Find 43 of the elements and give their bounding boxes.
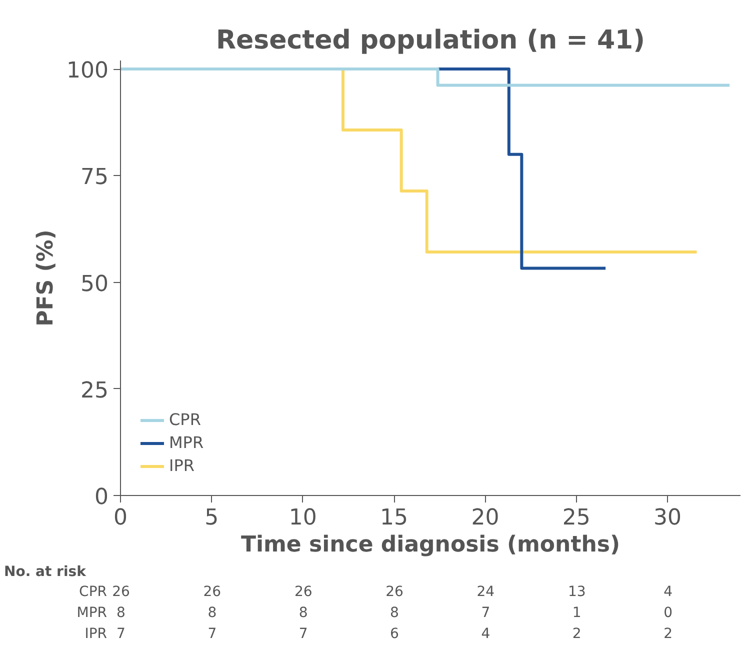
y-axis-title: PFS (%) [34,230,59,326]
text: 8 [298,605,308,621]
text: 26 [203,584,222,600]
text: 0 [664,605,673,621]
text: 4 [481,626,490,642]
x-tick-label: 30 [654,506,682,530]
text: 1 [572,605,582,621]
x-tick-label: 0 [114,506,128,530]
x-tick-label: 10 [288,506,317,530]
text: 13 [568,584,586,600]
text: 8 [116,605,126,621]
legend-label: CPR [169,410,201,429]
text: 26 [294,584,312,600]
y-tick-label: 25 [80,378,109,404]
text: 7 [481,605,490,621]
x-tick-label: 5 [204,506,219,530]
legend-label: MPR [169,433,204,452]
text: 8 [208,605,217,621]
text: 26 [386,584,404,600]
y-tick-label: 50 [80,272,109,297]
x-tick-label: 15 [380,506,408,530]
text: No. at risk [4,564,86,580]
text: 7 [208,626,217,642]
text: 7 [298,626,308,642]
x-tick-label: 25 [562,506,590,530]
y-tick-label: 75 [80,165,109,190]
text: CPR [79,584,107,600]
text: 7 [116,626,126,642]
text: 24 [476,584,495,600]
x-axis-title: Time since diagnosis (months) [240,532,620,558]
text: 4 [664,584,673,600]
text: MPR [76,605,107,621]
text: 8 [390,605,399,621]
text: 26 [112,584,130,600]
y-tick-label: 100 [66,58,109,84]
x-tick-label: 20 [471,506,500,530]
text: IPR [84,626,107,642]
chart-title: Resected population (n = 41) [216,26,646,56]
legend-label: IPR [169,456,194,475]
text: 2 [572,626,582,642]
text: 6 [390,626,399,642]
y-tick-label: 0 [94,485,109,510]
text: 2 [664,626,673,642]
